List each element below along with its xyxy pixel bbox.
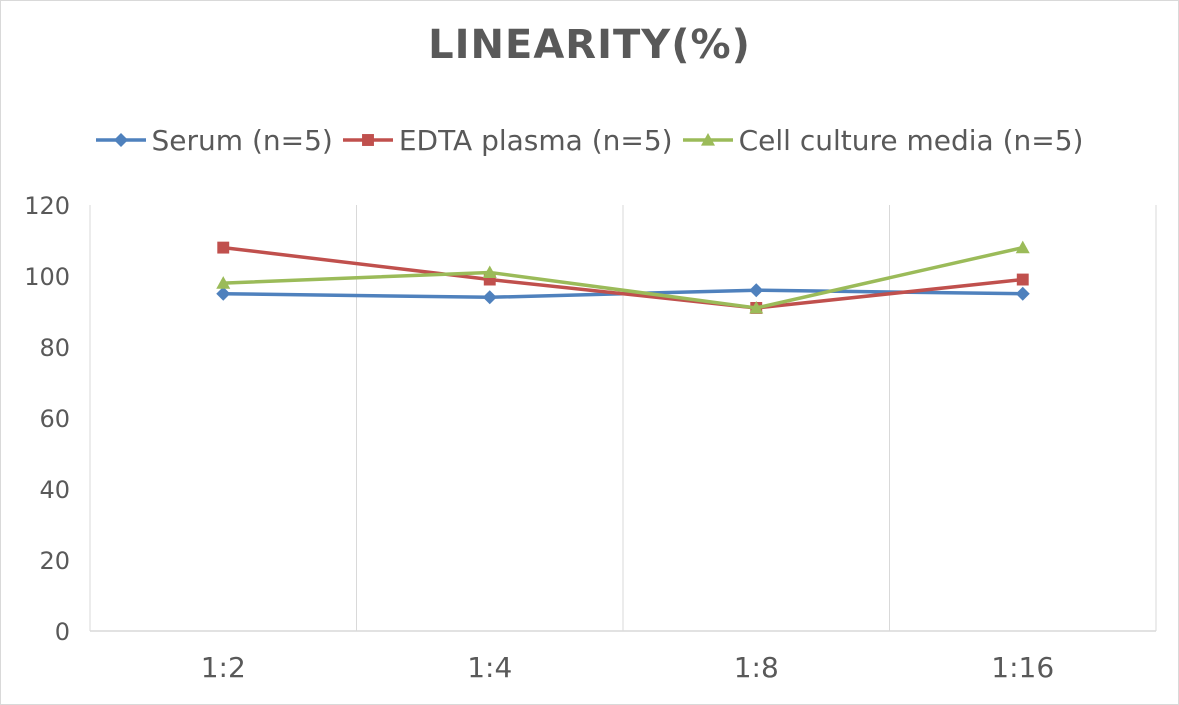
series-line-edta-plasma bbox=[223, 245, 1023, 310]
legend-item-edta-plasma: EDTA plasma (n=5) bbox=[342, 123, 673, 157]
data-point-serum bbox=[216, 286, 231, 301]
y-tick-label: 120 bbox=[24, 192, 70, 220]
data-point-edta-plasma bbox=[483, 273, 496, 286]
legend-marker bbox=[113, 133, 128, 147]
data-point-cell-culture-media bbox=[1015, 240, 1030, 254]
data-point-edta-plasma bbox=[217, 241, 230, 254]
data-point-cell-culture-media bbox=[216, 276, 231, 289]
legend: Serum (n=5) EDTA plasma (n=5) Cell cultu… bbox=[0, 118, 1179, 162]
y-tick-label: 40 bbox=[39, 476, 70, 504]
data-point-cell-culture-media bbox=[482, 265, 497, 279]
legend-item-serum: Serum (n=5) bbox=[95, 123, 333, 157]
legend-swatch-cell-culture-media bbox=[682, 133, 733, 146]
y-tick-label: 20 bbox=[39, 547, 70, 575]
data-point-serum bbox=[1015, 286, 1030, 301]
data-point-edta-plasma bbox=[1016, 273, 1029, 286]
legend-marker bbox=[361, 134, 374, 146]
legend-swatch-serum bbox=[95, 133, 146, 147]
y-tick-label: 0 bbox=[55, 618, 70, 646]
chart-title: LINEARITY(%) bbox=[428, 22, 751, 68]
legend-label-cell-culture-media: Cell culture media (n=5) bbox=[738, 123, 1084, 157]
x-tick-label: 1:16 bbox=[991, 651, 1054, 684]
data-point-serum bbox=[749, 283, 764, 298]
y-tick-label: 60 bbox=[39, 405, 70, 433]
x-tick-label: 1:2 bbox=[201, 651, 246, 684]
legend-label-edta-plasma: EDTA plasma (n=5) bbox=[398, 123, 673, 157]
legend-label-serum: Serum (n=5) bbox=[151, 123, 333, 157]
series-line-cell-culture-media bbox=[223, 245, 1024, 310]
x-tick-label: 1:4 bbox=[467, 651, 512, 684]
legend-item-cell-culture-media: Cell culture media (n=5) bbox=[682, 123, 1084, 157]
legend-swatch-edta-plasma bbox=[342, 134, 393, 146]
data-point-serum bbox=[482, 290, 497, 305]
x-tick-label: 1:8 bbox=[734, 651, 779, 684]
data-point-cell-culture-media bbox=[749, 300, 764, 314]
legend-marker bbox=[700, 133, 715, 146]
y-tick-label: 80 bbox=[39, 334, 70, 362]
y-tick-label: 100 bbox=[24, 263, 70, 291]
